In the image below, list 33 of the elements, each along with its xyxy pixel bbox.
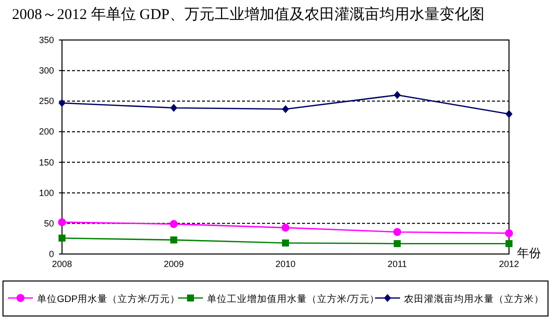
point [393,228,402,236]
x-tick-label: 2008 [52,259,72,269]
point [170,220,178,228]
point [506,110,512,118]
point [505,229,513,238]
x-tick-label: 2010 [275,259,296,269]
point [58,234,66,242]
chart-title: 2008～2012 年单位 GDP、万元工业增加值及农田灌溉亩均用水量变化图 [12,6,485,23]
point [282,105,289,114]
legend-label: 单位工业增加值用水量（立方米/万元） [207,293,380,305]
x-tick-label: 2012 [498,259,520,269]
x-axis-title: 年份 [517,246,541,260]
point [506,240,512,248]
point [170,236,178,244]
point [282,224,290,232]
y-tick-label: 250 [38,96,54,106]
y-tick-label: 50 [44,218,54,228]
point [282,239,289,246]
x-tick-label: 2011 [388,259,407,269]
legend-label: 单位GDP用水量（立方米/万元） [37,293,180,305]
point [170,104,178,112]
legend-label: 农田灌溉亩均用水量（立方米） [404,293,544,305]
y-tick-label: 0 [48,249,54,259]
y-tick-label: 350 [38,35,54,45]
point [58,98,66,107]
y-tick-label: 100 [38,188,54,198]
point [394,91,401,100]
point [394,240,401,248]
point [58,218,66,226]
y-tick-label: 200 [38,126,54,137]
y-tick-label: 150 [38,157,54,168]
x-tick-label: 2009 [164,259,184,269]
y-tick-label: 300 [38,66,54,76]
